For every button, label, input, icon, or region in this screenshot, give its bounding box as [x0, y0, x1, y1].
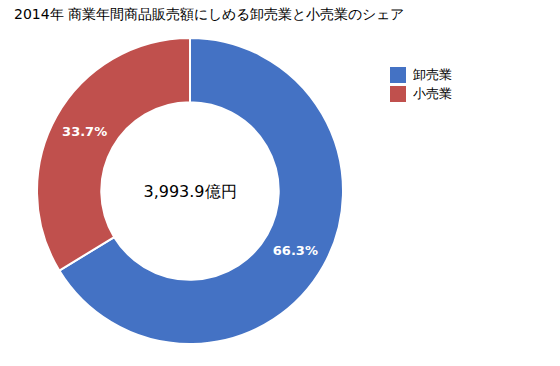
svg-text:3,993.9億円: 3,993.9億円	[143, 182, 236, 201]
html-text:卸売業: 卸売業	[412, 67, 452, 82]
svg-text:33.7%: 33.7%	[62, 124, 107, 139]
html-text:小売業: 小売業	[412, 86, 452, 101]
svg-text:66.3%: 66.3%	[273, 243, 318, 258]
html-text:2014年 商業年間商品販売額にしめる卸売業と小売業のシェア: 2014年 商業年間商品販売額にしめる卸売業と小売業のシェア	[14, 6, 405, 22]
